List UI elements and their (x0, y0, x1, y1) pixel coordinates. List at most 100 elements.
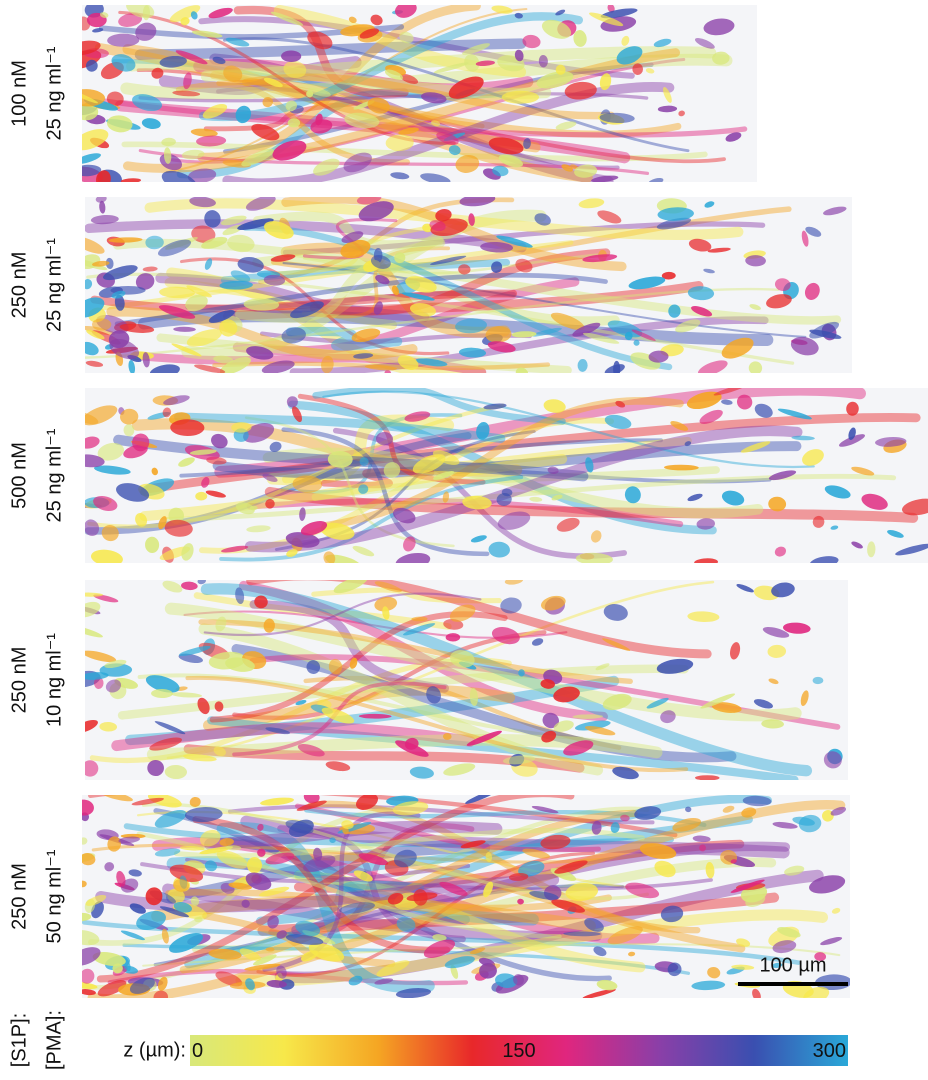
cell (245, 872, 272, 891)
cell (585, 457, 594, 473)
concentration-label: 500 nM (8, 442, 30, 509)
concentration-label: 250 nM (8, 252, 30, 319)
cell (895, 543, 928, 556)
cell (85, 592, 104, 597)
cell (352, 545, 375, 557)
cell (194, 364, 226, 373)
cell-branch (117, 664, 689, 720)
cell-branch (198, 623, 604, 776)
cell (321, 707, 355, 724)
cell (266, 980, 287, 988)
colorbar-tick-label: 300 (813, 1040, 846, 1062)
cell (170, 419, 205, 437)
cell (804, 282, 820, 300)
cell (766, 294, 792, 309)
cell (777, 408, 812, 420)
cell (116, 870, 126, 887)
cell (94, 465, 131, 475)
cell (721, 337, 754, 359)
cell (687, 493, 703, 502)
cell (82, 912, 92, 922)
cell (653, 38, 672, 48)
cell (809, 875, 846, 894)
cell (219, 319, 238, 337)
cell (409, 766, 434, 779)
cell (802, 449, 824, 466)
cell (541, 730, 557, 743)
cell (190, 896, 200, 906)
cell (628, 276, 666, 290)
cell (285, 934, 324, 945)
cell-branch (256, 851, 595, 977)
cell (660, 905, 684, 923)
cell (805, 226, 822, 237)
cell (563, 740, 594, 756)
cell (260, 797, 294, 806)
cell-branch (198, 11, 583, 122)
cell (707, 247, 731, 253)
cell (244, 963, 281, 971)
cell (328, 658, 343, 675)
cell (387, 893, 404, 905)
cell (668, 304, 681, 318)
cell (595, 663, 610, 671)
colorbar-tick-label: 0 (192, 1040, 203, 1062)
cell-branch (123, 823, 674, 847)
cell (801, 230, 809, 247)
cell (449, 604, 476, 622)
cell (443, 619, 464, 630)
cell (501, 90, 540, 104)
cell (358, 853, 389, 866)
cell (348, 16, 357, 24)
cell (204, 860, 217, 872)
cell (582, 254, 618, 263)
cell (607, 320, 643, 338)
cell (116, 483, 150, 502)
cell (634, 806, 662, 820)
cell-branch (235, 238, 446, 323)
cell (596, 979, 618, 991)
cell (370, 14, 383, 26)
microscopy-panel (85, 580, 848, 780)
cell (262, 96, 273, 108)
cell (85, 601, 101, 618)
cell (186, 285, 212, 298)
cell (162, 580, 183, 593)
cell (393, 507, 416, 524)
cell (227, 234, 255, 253)
cell (221, 545, 249, 553)
cell (223, 65, 243, 82)
cell (145, 887, 163, 906)
cell (448, 76, 484, 99)
cell (286, 549, 298, 557)
cell (450, 964, 459, 979)
cell (120, 178, 141, 182)
cell (584, 917, 604, 932)
cell (603, 604, 628, 621)
cell (523, 138, 531, 150)
cell (582, 988, 616, 998)
cell (96, 170, 111, 182)
panels (82, 5, 928, 998)
cell (82, 40, 101, 56)
cell-branch (113, 238, 842, 325)
cell (356, 795, 379, 810)
cell (181, 543, 194, 561)
cell (791, 435, 815, 441)
cell (504, 580, 524, 585)
cell-branch (238, 580, 608, 722)
cell (455, 318, 487, 334)
cell-branch (242, 224, 673, 371)
cell (93, 677, 104, 689)
concentration-label: 25 ng ml⁻¹ (43, 238, 65, 332)
concentration-label: 25 ng ml⁻¹ (43, 428, 65, 522)
cell (132, 94, 163, 112)
cell (93, 495, 118, 511)
cell (190, 128, 218, 137)
cell (589, 12, 624, 27)
cell-branch (179, 809, 638, 974)
cell (411, 616, 428, 622)
cell (455, 155, 480, 173)
cell (515, 367, 529, 373)
cell (768, 470, 797, 481)
